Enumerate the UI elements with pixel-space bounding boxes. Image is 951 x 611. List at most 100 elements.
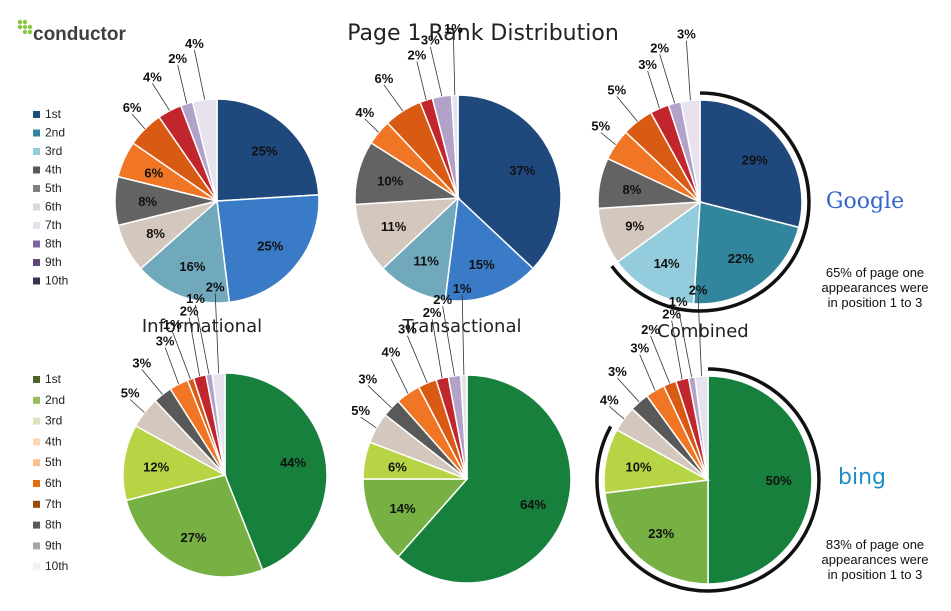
leader-line bbox=[364, 118, 379, 133]
pie-google-combined: 29% 22% 14% 9% 8% 5% 5% 3% 2% 3% bbox=[591, 27, 803, 305]
pie-slice bbox=[459, 374, 468, 480]
slice-label: 50% bbox=[766, 473, 792, 488]
leader-line bbox=[431, 319, 443, 379]
leader-line bbox=[164, 347, 180, 385]
slice-label: 2% bbox=[433, 292, 452, 307]
legend-label: 5th bbox=[45, 455, 62, 469]
bing-annotation-line: in position 1 to 3 bbox=[828, 567, 923, 582]
leader-line bbox=[367, 385, 392, 408]
slice-label: 25% bbox=[257, 238, 283, 253]
leader-line bbox=[416, 61, 427, 101]
legend-swatch bbox=[33, 396, 40, 404]
legend-swatch bbox=[33, 259, 40, 266]
slice-label: 3% bbox=[638, 57, 657, 72]
leader-line bbox=[677, 307, 693, 378]
slice-label: 22% bbox=[728, 251, 754, 266]
leader-line bbox=[214, 293, 219, 374]
google-logo: Google bbox=[826, 189, 904, 214]
slice-label: 14% bbox=[389, 501, 415, 516]
slice-label: 3% bbox=[358, 371, 377, 386]
page-title: Page 1 Rank Distribution bbox=[347, 21, 619, 46]
pie-slice bbox=[139, 199, 231, 304]
leader-line bbox=[429, 46, 443, 97]
pie-slice bbox=[694, 375, 709, 481]
legend-label: 4th bbox=[45, 434, 62, 448]
legend-label: 1st bbox=[45, 372, 62, 386]
bing-logo: bing bbox=[838, 465, 886, 490]
top3-bracket bbox=[610, 91, 811, 313]
slice-label: 4% bbox=[382, 345, 401, 360]
legend-swatch bbox=[33, 111, 40, 118]
slice-label: 3% bbox=[398, 322, 417, 337]
slice-label: 6% bbox=[375, 71, 394, 86]
leader-line bbox=[360, 416, 377, 429]
leader-line bbox=[141, 369, 163, 395]
leader-line bbox=[390, 358, 409, 394]
slice-label: 2% bbox=[641, 322, 660, 337]
leader-line bbox=[442, 306, 455, 376]
slice-label: 2% bbox=[408, 48, 427, 63]
slice-label: 37% bbox=[509, 163, 535, 178]
slice-label: 5% bbox=[351, 403, 370, 418]
leader-line bbox=[383, 84, 404, 112]
slice-label: 3% bbox=[421, 33, 440, 48]
leader-line bbox=[195, 304, 210, 375]
pie-slice bbox=[125, 474, 264, 578]
leader-line bbox=[647, 70, 660, 109]
slice-label: 6% bbox=[123, 100, 142, 115]
leader-line bbox=[407, 335, 428, 384]
legend-swatch bbox=[33, 148, 40, 155]
legend-swatch bbox=[33, 277, 40, 285]
leader-line bbox=[188, 317, 200, 377]
pie-slice bbox=[354, 197, 461, 270]
pie-slice bbox=[692, 201, 800, 305]
title-combined: Combined bbox=[657, 321, 748, 342]
slice-label: 23% bbox=[648, 526, 674, 541]
legend-label: 9th bbox=[45, 538, 62, 552]
slice-label: 2% bbox=[180, 304, 199, 319]
pie-slice bbox=[362, 478, 469, 558]
leader-line bbox=[194, 49, 206, 100]
slice-label: 8% bbox=[138, 194, 157, 209]
slice-label: 15% bbox=[469, 257, 495, 272]
slice-label: 14% bbox=[654, 256, 680, 271]
legend-swatch bbox=[33, 459, 40, 467]
slice-label: 8% bbox=[623, 182, 642, 197]
title-transactional: Transactional bbox=[401, 316, 521, 337]
slice-label: 4% bbox=[185, 36, 204, 51]
top3-brackets bbox=[595, 91, 821, 593]
google-annotation-line: 65% of page one bbox=[826, 265, 924, 280]
legend-label: 8th bbox=[45, 518, 62, 532]
slice-label: 10% bbox=[377, 174, 403, 189]
google-annotation-line: appearances were bbox=[822, 280, 929, 295]
pie-bing-informational: 44%27%12%5%3%3%1%2%1%2% bbox=[121, 279, 328, 578]
slice-label: 2% bbox=[423, 305, 442, 320]
slice-label: 8% bbox=[146, 226, 165, 241]
leader-line bbox=[650, 335, 671, 384]
legend-label: 10th bbox=[45, 274, 68, 288]
slice-label: 4% bbox=[143, 69, 162, 84]
legend-label: 6th bbox=[45, 476, 62, 490]
slice-label: 3% bbox=[677, 27, 696, 42]
slice-label: 2% bbox=[206, 279, 225, 294]
slice-label: 6% bbox=[388, 459, 407, 474]
pie-slice bbox=[603, 479, 709, 585]
slice-label: 4% bbox=[355, 105, 374, 120]
pie-slice bbox=[191, 98, 218, 202]
google-annotation: 65% of page one appearances were in posi… bbox=[822, 265, 929, 310]
pie-bing-combined: 50%23%10%4%3%3%2%2%1%2% bbox=[600, 282, 813, 585]
legend-swatch bbox=[33, 480, 40, 487]
slice-label: 1% bbox=[669, 294, 688, 309]
pie-google-informational: 25%25%16%8%8%6%6%4%2%4% bbox=[114, 36, 320, 304]
slice-label: 1% bbox=[186, 291, 205, 306]
legend-label: 10th bbox=[45, 559, 68, 573]
pie-bing-transactional: 64%14%6%5%3%4%3%2%2%1% bbox=[351, 281, 572, 584]
logo-dots-icon bbox=[17, 19, 33, 35]
leader-line bbox=[461, 295, 465, 376]
leader-line bbox=[453, 35, 456, 96]
pie-slice bbox=[699, 99, 803, 229]
slice-label: 5% bbox=[591, 119, 610, 134]
slice-label: 1% bbox=[453, 281, 472, 296]
slice-label: 29% bbox=[742, 153, 768, 168]
slice-label: 3% bbox=[156, 333, 175, 348]
